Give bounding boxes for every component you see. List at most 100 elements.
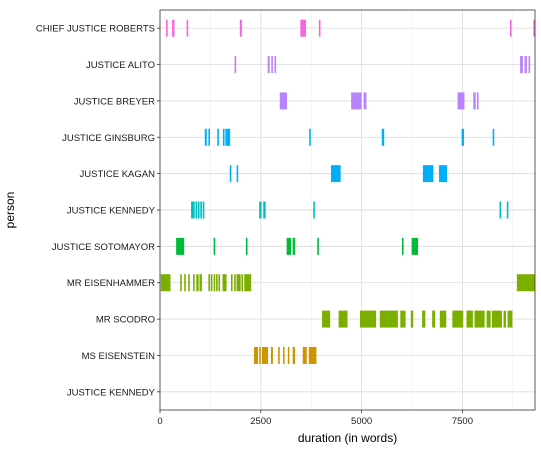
speech-segment [360, 310, 377, 328]
speech-segment [381, 128, 385, 146]
speech-segment [510, 19, 512, 37]
speech-segment [499, 201, 502, 219]
speech-segment [422, 310, 426, 328]
speech-segment [216, 274, 218, 292]
speech-segment [452, 310, 464, 328]
x-axis-title: duration (in words) [298, 431, 397, 445]
y-axis-title: person [3, 192, 17, 229]
speech-segment [330, 165, 341, 183]
y-tick-label: JUSTICE SOTOMAYOR [52, 242, 155, 253]
speech-segment [302, 346, 307, 364]
speech-segment [524, 56, 527, 74]
speech-segment [263, 201, 266, 219]
speech-segment [422, 165, 434, 183]
speech-segment [270, 346, 273, 364]
speech-segment [457, 92, 465, 110]
speech-segment [432, 310, 435, 328]
speech-segment [184, 274, 186, 292]
plot-panel [159, 9, 536, 411]
speech-segment [300, 19, 306, 37]
speech-segment [338, 310, 348, 328]
y-tick-label: CHIEF JUSTICE ROBERTS [36, 24, 155, 35]
speech-segment [439, 310, 447, 328]
speech-segment [176, 237, 185, 255]
speech-segment [217, 128, 219, 146]
speech-segment [279, 92, 288, 110]
speech-segment [218, 274, 221, 292]
speech-segment [259, 201, 262, 219]
speech-segment [322, 310, 331, 328]
speech-segment [188, 274, 190, 292]
speech-segment [317, 237, 319, 255]
speech-segment [234, 274, 236, 292]
x-tick-label: 0 [157, 416, 162, 427]
speech-segment [503, 310, 506, 328]
speech-segment [262, 346, 269, 364]
y-axis: CHIEF JUSTICE ROBERTS JUSTICE ALITO JUSTIC… [36, 24, 160, 398]
speech-segment [309, 128, 311, 146]
x-tick-label: 2500 [250, 416, 271, 427]
speech-segment [259, 346, 261, 364]
speech-segment [229, 165, 232, 183]
speech-segment [486, 310, 491, 328]
y-tick-label: MS EISENSTEIN [82, 351, 156, 362]
speech-segment [196, 274, 199, 292]
speech-segment [225, 128, 231, 146]
speech-segment [282, 346, 285, 364]
speech-segment [193, 274, 195, 292]
speech-segment [239, 19, 242, 37]
speech-segment [222, 128, 225, 146]
speech-segment [492, 128, 495, 146]
y-tick-label: JUSTICE ALITO [86, 60, 155, 71]
speech-segment [222, 274, 227, 292]
speech-segment [210, 274, 213, 292]
speech-segment [410, 310, 414, 328]
speech-segment [202, 201, 205, 219]
speech-segment [507, 310, 513, 328]
speech-segment [234, 56, 237, 74]
speech-segment [253, 346, 258, 364]
speech-segment [213, 237, 216, 255]
speech-segment [200, 201, 202, 219]
speech-segment [439, 165, 448, 183]
y-tick-label: JUSTICE GINSBURG [62, 133, 155, 144]
speech-segment [195, 201, 198, 219]
speech-segment [506, 201, 509, 219]
speech-segment [461, 128, 465, 146]
speech-segment [351, 92, 362, 110]
speech-segment [401, 237, 404, 255]
speech-segment [213, 274, 216, 292]
speech-segment [476, 92, 479, 110]
speech-segment [308, 346, 317, 364]
speech-segments [160, 19, 535, 364]
speech-segment [180, 274, 182, 292]
speech-segment [271, 56, 273, 74]
speech-segment [466, 310, 473, 328]
speech-segment [197, 201, 200, 219]
speech-segment [520, 56, 523, 74]
y-tick-label: JUSTICE KENNEDY [67, 206, 156, 217]
speech-segment [191, 201, 195, 219]
x-tick-label: 5000 [351, 416, 372, 427]
speech-segment [208, 128, 210, 146]
speech-segment [516, 274, 535, 292]
speech-segment [318, 19, 321, 37]
speech-segment [363, 92, 367, 110]
x-tick-label: 7500 [452, 416, 473, 427]
speech-segment [411, 237, 419, 255]
speech-segment [244, 274, 252, 292]
x-axis: 0 2500 5000 7500 [157, 410, 473, 427]
speech-segment [379, 310, 398, 328]
speech-segment [292, 237, 296, 255]
speech-segment [491, 310, 502, 328]
speech-segment [292, 346, 296, 364]
speech-segment [267, 56, 270, 74]
speech-segment [172, 19, 175, 37]
y-tick-label: JUSTICE BREYER [74, 96, 155, 107]
speech-segment [236, 165, 239, 183]
speech-segment [160, 274, 171, 292]
speech-segment [400, 310, 406, 328]
speech-segment [208, 274, 210, 292]
speech-segment [245, 237, 248, 255]
